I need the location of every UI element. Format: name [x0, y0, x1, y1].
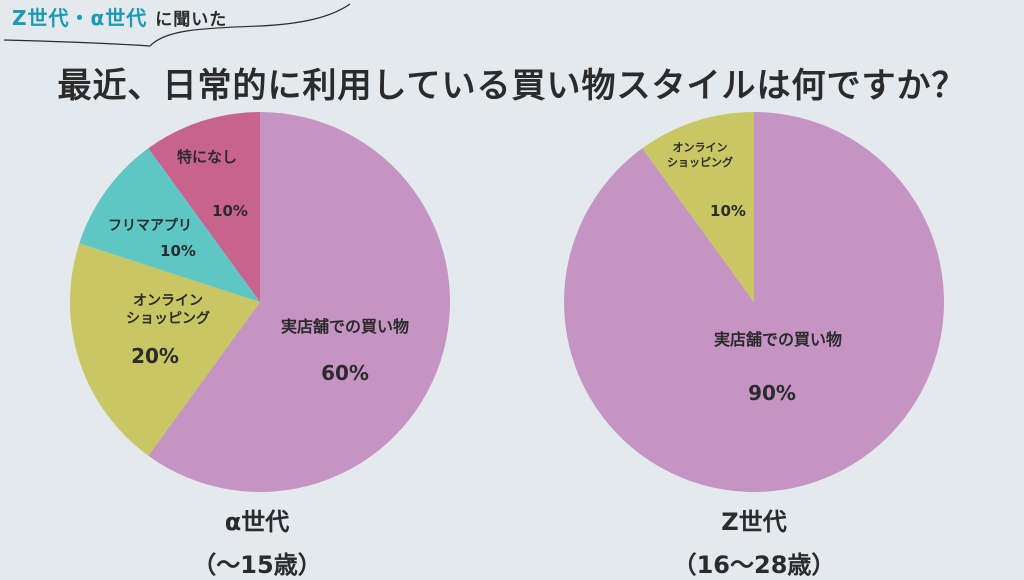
caption-alpha-title: α世代	[224, 508, 290, 536]
caption-z: Z世代 （16〜28歳）	[624, 502, 884, 580]
caption-z-sub: （16〜28歳）	[672, 551, 836, 579]
slice-label: オンラインショッピング	[667, 141, 733, 169]
pie-slice	[148, 112, 260, 302]
slice-label: 実店舗での買い物	[281, 317, 409, 336]
slice-value-label: 10%	[212, 202, 248, 220]
slice-value-label: 60%	[321, 361, 369, 385]
slice-label: 特になし	[177, 148, 237, 166]
header-tag-accent: Z世代・α世代	[12, 6, 148, 30]
header-swoosh	[3, 3, 351, 47]
header-tag: Z世代・α世代 に聞いた	[12, 2, 227, 31]
slice-value-label: 10%	[160, 242, 196, 260]
pie-slice	[79, 148, 261, 302]
caption-z-title: Z世代	[721, 508, 787, 536]
header-tag-plain: に聞いた	[155, 10, 228, 30]
pie-chart-z: 実店舗での買い物 90% オンラインショッピング 10%	[564, 112, 944, 492]
pie-slice	[148, 112, 451, 492]
slice-value-label: 20%	[131, 344, 179, 368]
slice-label: オンラインショッピング	[126, 293, 210, 327]
pie-slice	[70, 243, 260, 456]
slice-label: フリマアプリ	[108, 218, 192, 234]
pie-slice	[642, 112, 754, 302]
page-title: 最近、日常的に利用している買い物スタイルは何ですか？	[57, 66, 967, 106]
slice-label: 実店舗での買い物	[714, 330, 842, 349]
caption-alpha-sub: （〜15歳）	[192, 551, 322, 579]
slice-value-label: 90%	[748, 381, 796, 405]
slice-value-label: 10%	[710, 202, 746, 220]
pie-chart-alpha: 実店舗での買い物 60% オンラインショッピング 20% フリマアプリ 10% 特になし 10…	[70, 112, 451, 492]
caption-alpha: α世代 （〜15歳）	[127, 502, 387, 580]
